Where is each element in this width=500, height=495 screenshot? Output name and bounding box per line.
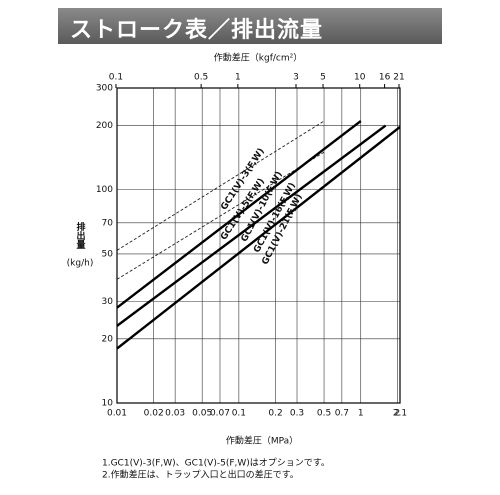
x-tick-label: 2: [395, 409, 401, 419]
x-tick-label: 0.02: [144, 409, 164, 419]
x-tick-label: 0.1: [232, 409, 246, 419]
series-line: [116, 126, 401, 350]
y-tick-label: 200: [96, 121, 113, 131]
series-line: [116, 120, 325, 251]
y-tick-label: 100: [96, 185, 113, 195]
note: 2.作動差圧は、トラップ入口と出口の差圧です。: [102, 469, 299, 481]
header-title: ストローク表／排出流量: [70, 18, 324, 43]
y-tick-label: 300: [96, 84, 113, 94]
x-tick-label: 0.3: [290, 409, 304, 419]
x2-tick-label: 0.5: [194, 73, 208, 83]
x-tick-label: 0.05: [192, 409, 212, 419]
y-tick-label: 10: [102, 399, 114, 409]
x-tick-label: 0.5: [317, 409, 331, 419]
x-tick-label: 0.2: [268, 409, 282, 419]
x2-tick-label: 1: [235, 73, 241, 83]
x-tick-label: 0.07: [210, 409, 230, 419]
x-tick-label: 0.7: [335, 409, 349, 419]
x2-axis-title: 作動差圧（kgf/cm²）: [214, 52, 302, 64]
y-tick-label: 30: [102, 297, 114, 307]
note: 1.GC1(V)-3(F,W)、GC1(V)-5(F,W)はオプションです。: [102, 458, 330, 469]
x2-tick-label: 10: [354, 73, 366, 83]
series-line: [116, 124, 387, 327]
x2-tick-label: 5: [320, 73, 326, 83]
x2-tick-label: 21: [393, 73, 404, 83]
series-line: [116, 151, 325, 280]
x-tick-label: 0.01: [107, 409, 127, 419]
x-tick-label: 1: [358, 409, 364, 419]
x2-tick-label: 0.1: [109, 73, 123, 83]
header-bar: ストローク表／排出流量: [58, 8, 442, 44]
x2-tick-label: 16: [379, 73, 391, 83]
y-axis-title: 排出量: [75, 221, 86, 250]
y-tick-label: 70: [102, 218, 114, 228]
plot-frame: [116, 87, 401, 404]
x2-tick-label: 3: [293, 73, 299, 83]
y-tick-label: 50: [102, 249, 114, 259]
x-tick-label: 2.1: [393, 409, 407, 419]
y-tick-label: 20: [102, 334, 114, 344]
x-tick-label: 0.03: [165, 409, 185, 419]
y-axis-unit: (kg/h): [67, 259, 94, 269]
x-axis-title: 作動差圧（MPa）: [226, 435, 298, 447]
series-line: [116, 120, 362, 309]
